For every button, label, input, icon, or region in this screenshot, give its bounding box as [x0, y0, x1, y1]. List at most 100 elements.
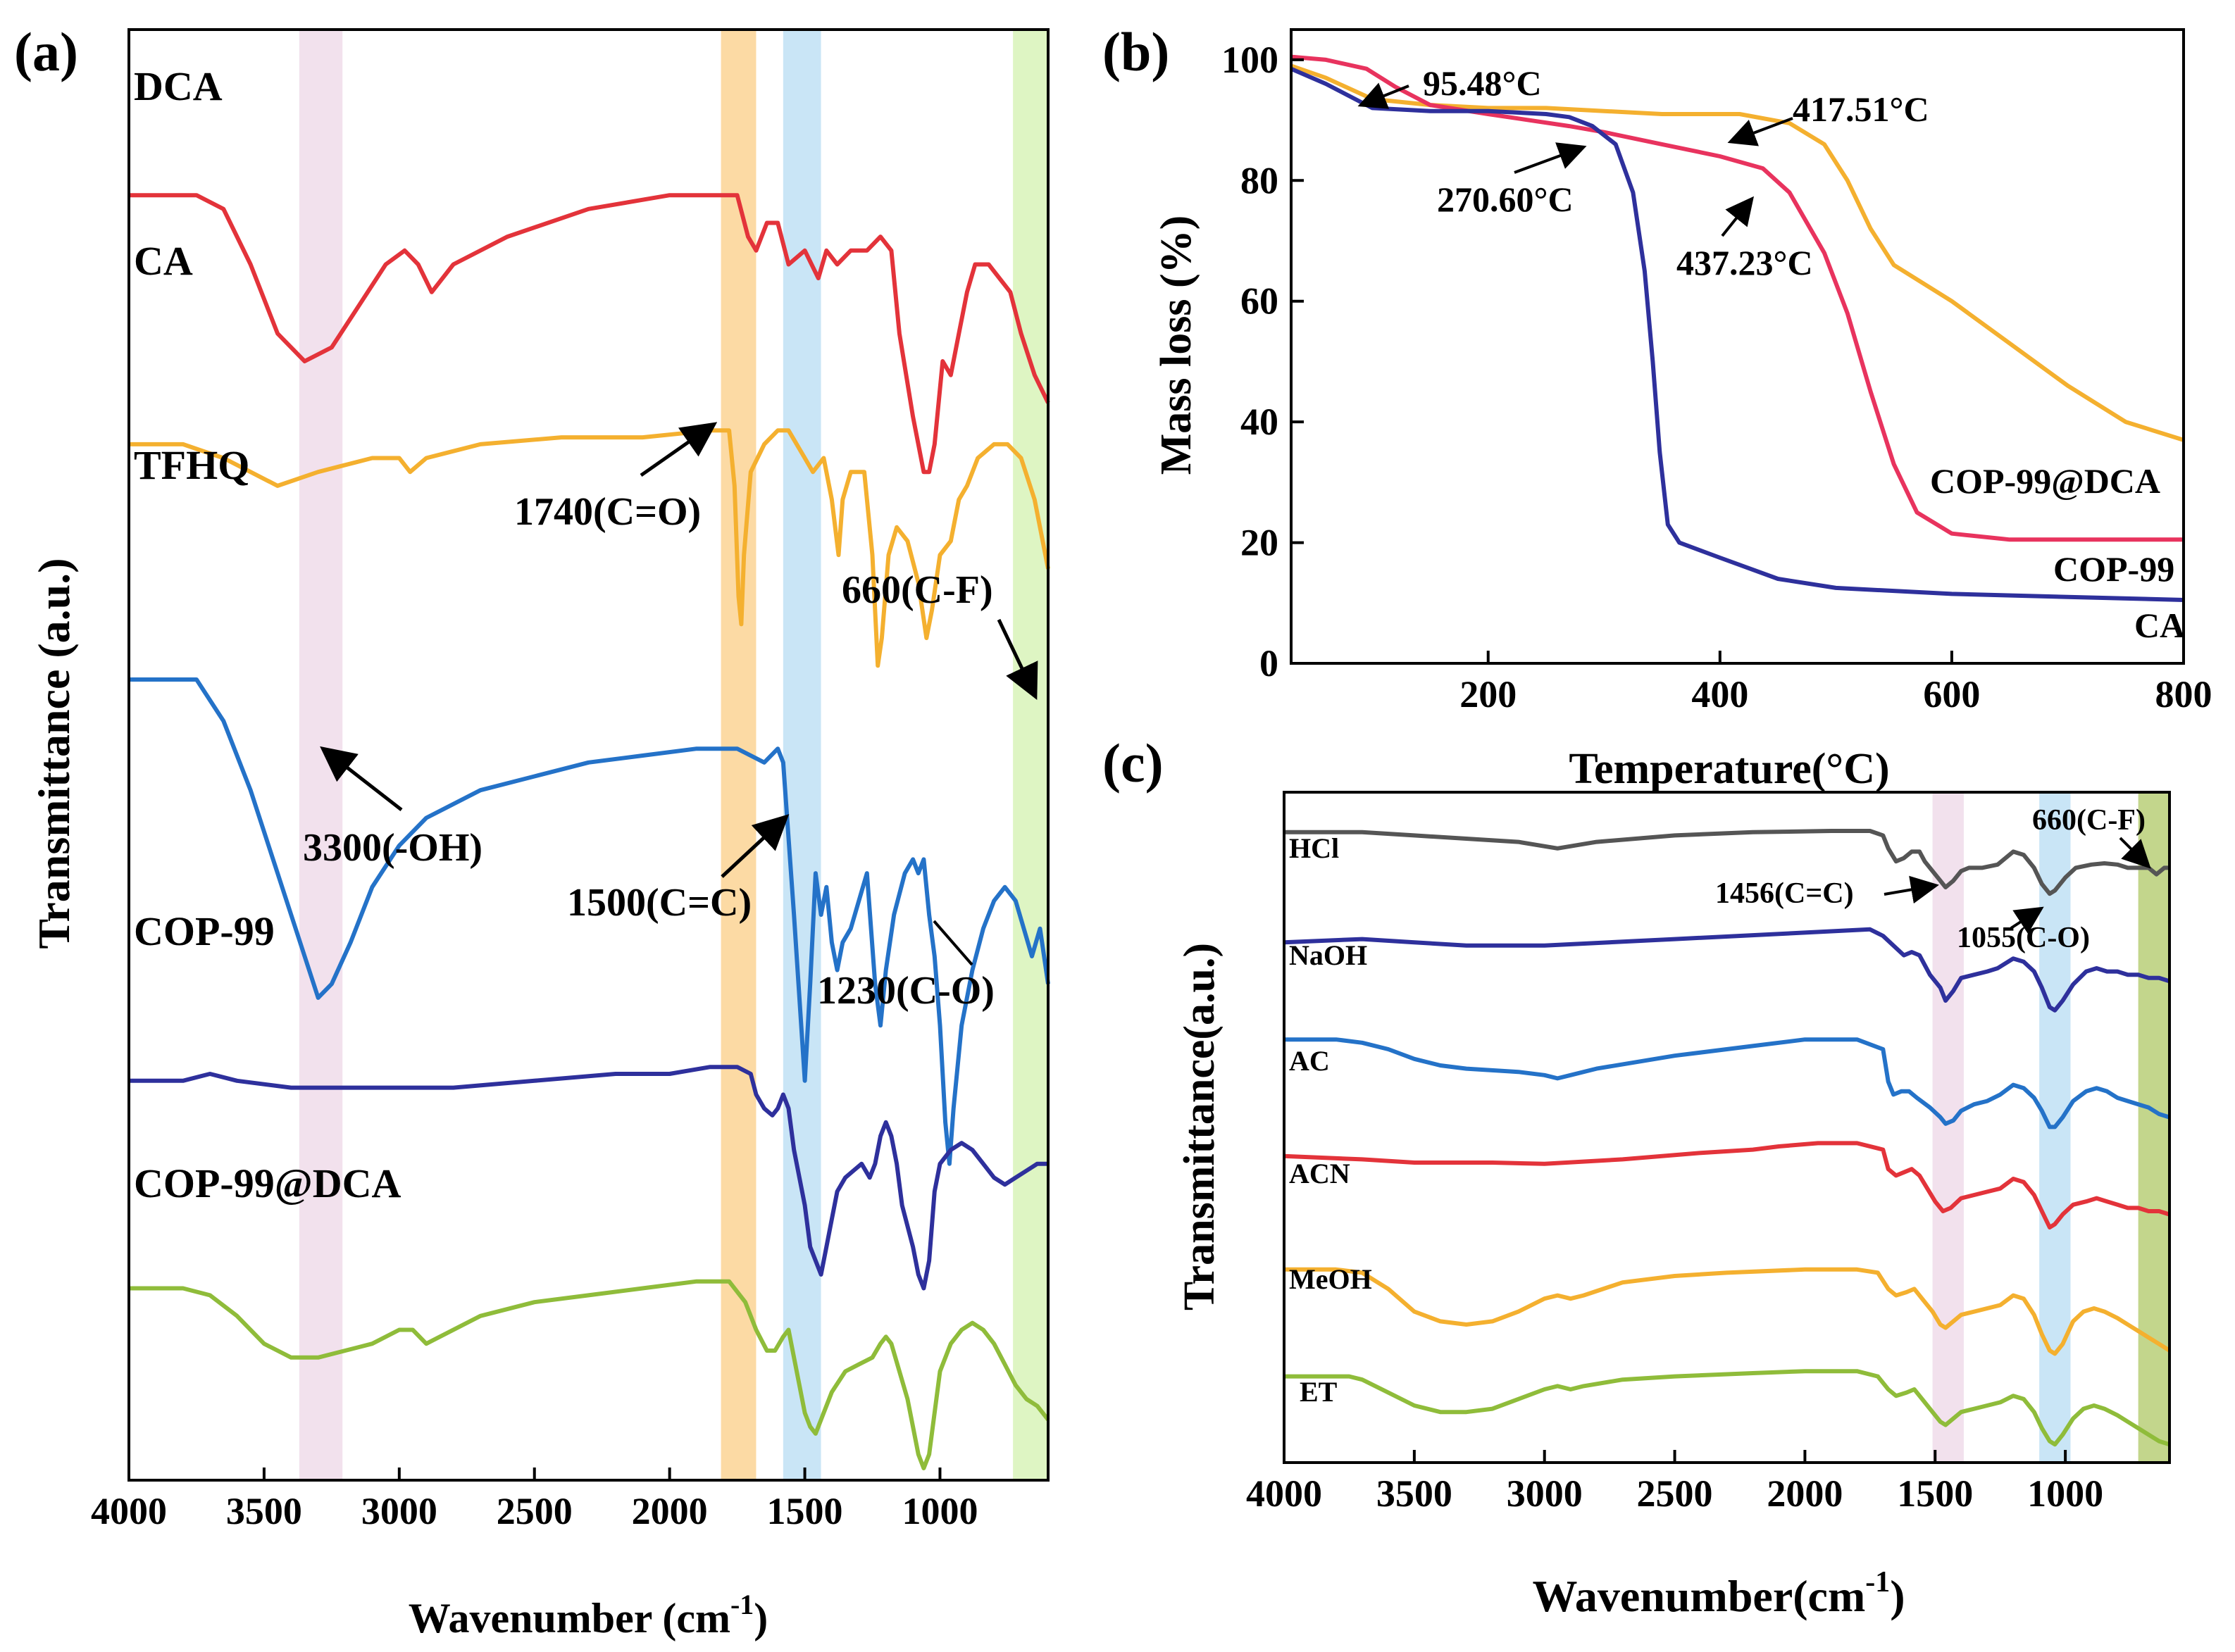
annotation-1740: 1740(C=O) [514, 490, 701, 534]
series-ca [129, 428, 1050, 668]
panel-c-series [1283, 829, 2171, 1447]
panel-c-x-ticks: 4000 3500 3000 2500 2000 1500 1000 [1246, 1450, 2103, 1515]
x-tick-label: 1000 [902, 1490, 978, 1532]
tga-series-ca [1290, 66, 2184, 602]
x-tick-label: 2500 [1637, 1472, 1713, 1515]
x-tick-label: 800 [2155, 673, 2212, 715]
tga-label-cop-99: COP-99 [2053, 549, 2174, 589]
arrow-c-660 [2119, 837, 2151, 869]
arrow-660 [997, 618, 1038, 701]
x-tick-label: 1500 [767, 1490, 843, 1532]
band-0 [1932, 794, 1964, 1461]
x-tick-label: 4000 [91, 1490, 167, 1532]
series-label-naoh: NaOH [1289, 939, 1367, 971]
annotation-3300: 3300(-OH) [303, 826, 483, 870]
y-tick-label: 100 [1221, 39, 1278, 81]
annotation-c-1456: 1456(C=C) [1715, 877, 1854, 910]
series-tfhq [129, 677, 1050, 1166]
arrow-1740 [640, 422, 718, 477]
panel-c: (c) 4000 3500 3000 2500 2000 1500 1000 HCl NaOH… [1102, 732, 2171, 1621]
arrow-1500 [721, 814, 790, 878]
arrow-95 [1357, 82, 1409, 109]
panel-a: (a) 4000 3500 3000 2500 2000 1500 1000 DCA CA TF… [14, 21, 1050, 1641]
panel-c-series-labels: HCl NaOH AC ACN MeOH ET [1289, 832, 1372, 1408]
panel-a-series-labels: DCA CA TFHQ COP-99 COP-99@DCA [134, 63, 401, 1206]
series-label-ca: CA [134, 238, 193, 284]
arrow-437 [1721, 196, 1754, 237]
series-label-tfhq: TFHQ [134, 442, 249, 488]
y-tick-label: 40 [1240, 401, 1278, 443]
x-tick-label: 2000 [1767, 1472, 1843, 1515]
arrow-417 [1727, 117, 1793, 146]
series-label-meoh: MeOH [1289, 1263, 1372, 1295]
panel-c-annotations: 660(C-F) 1456(C=C) 1055(C-O) [1715, 804, 2151, 954]
panel-c-label: (c) [1102, 732, 1164, 794]
panel-c-bands [1932, 794, 2169, 1461]
x-tick-label: 400 [1691, 673, 1748, 715]
panel-b-annotations: 95.48°C 417.51°C 270.60°C 437.23°C [1357, 63, 1929, 282]
arrow-c-1055 [2010, 906, 2044, 934]
x-tick-label: 4000 [1246, 1472, 1322, 1515]
x-tick-label: 2000 [632, 1490, 708, 1532]
series-label-cop-99: COP-99 [134, 908, 275, 954]
series-cop-99-dca [129, 1279, 1050, 1470]
panel-b-series-labels: COP-99@DCA COP-99 CA [1930, 461, 2185, 645]
series-label-acn: ACN [1289, 1158, 1350, 1189]
annotation-1230: 1230(C-O) [817, 969, 995, 1013]
panel-a-bands [299, 31, 1048, 1479]
series-ac [1284, 1037, 2170, 1130]
annotation-95: 95.48°C [1423, 63, 1542, 103]
series-naoh [1283, 927, 2170, 1013]
arrow-c-1456 [1884, 875, 1939, 904]
x-tick-label: 3000 [1507, 1472, 1583, 1515]
x-tick-label: 3500 [1376, 1472, 1452, 1515]
panel-a-frame [127, 28, 1050, 1482]
band-0 [299, 31, 343, 1479]
arrow-3300 [320, 746, 403, 811]
series-et [1284, 1369, 2170, 1447]
annotation-1500: 1500(C=C) [567, 881, 752, 925]
series-acn [1283, 1141, 2170, 1229]
arrow-1230 [933, 920, 973, 966]
series-meoh [1284, 1267, 2171, 1356]
panel-b-x-ticks: 200 400 600 800 [1459, 651, 2212, 715]
panel-a-label: (a) [14, 21, 78, 82]
tga-label-cop-99-dca: COP-99@DCA [1930, 461, 2160, 501]
tga-series-cop-99 [1290, 54, 2184, 542]
panel-b-ylabel: Mass loss (%) [1152, 215, 1200, 475]
arrow-270 [1514, 142, 1587, 174]
panel-b-xlabel: Temperature(°C) [1569, 745, 1889, 793]
panel-b: (b) 200 400 600 800 0 20 40 60 80 100 COP-99@DCA… [1102, 21, 2212, 793]
annotation-270: 270.60°C [1437, 180, 1574, 219]
panel-a-x-ticks: 4000 3500 3000 2500 2000 1500 1000 [91, 1468, 978, 1532]
y-tick-label: 20 [1240, 522, 1278, 564]
panel-b-label: (b) [1102, 21, 1169, 82]
panel-a-annotations: 1740(C=O) 3300(-OH) 1500(C=C) 660(C-F) 1… [303, 422, 1038, 1013]
y-tick-label: 0 [1259, 642, 1278, 684]
series-label-dca: DCA [134, 63, 223, 109]
series-label-et: ET [1300, 1376, 1338, 1408]
x-tick-label: 2500 [497, 1490, 573, 1532]
x-tick-label: 3500 [226, 1490, 302, 1532]
series-dca [129, 193, 1050, 475]
annotation-437: 437.23°C [1676, 243, 1813, 282]
panel-c-frame [1283, 791, 2171, 1464]
annotation-417: 417.51°C [1793, 89, 1929, 129]
tga-label-ca: CA [2134, 606, 2185, 645]
series-label-cop-99-dca: COP-99@DCA [134, 1160, 401, 1206]
series-hcl [1284, 829, 2169, 896]
panel-b-y-ticks: 0 20 40 60 80 100 [1221, 39, 1304, 684]
y-tick-label: 80 [1240, 159, 1278, 201]
x-tick-label: 600 [1923, 673, 1980, 715]
annotation-c-1055: 1055(C-O) [1957, 922, 2090, 954]
panel-a-xlabel: Wavenumber (cm-1) [409, 1589, 768, 1641]
panel-b-series [1290, 54, 2184, 602]
series-cop-99 [129, 1065, 1048, 1291]
panel-a-ylabel: Transmittance (a.u.) [29, 558, 79, 949]
series-label-hcl: HCl [1289, 832, 1339, 864]
panel-c-ylabel: Transmittance(a.u.) [1176, 943, 1224, 1310]
band-2 [2138, 794, 2169, 1461]
band-3 [1013, 31, 1048, 1479]
annotation-c-660: 660(C-F) [2032, 804, 2146, 837]
